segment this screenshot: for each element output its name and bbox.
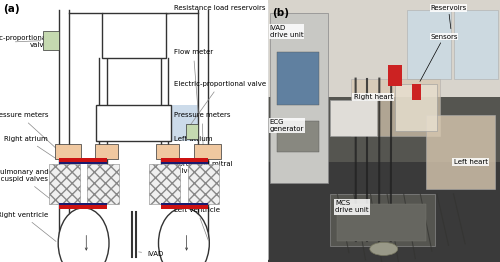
Bar xyxy=(60,162,106,164)
Text: Electric-proportional valve: Electric-proportional valve xyxy=(174,81,266,129)
Bar xyxy=(407,10,451,79)
Bar xyxy=(268,0,500,100)
Bar xyxy=(277,52,318,105)
Text: Pressure meters: Pressure meters xyxy=(0,112,58,149)
Bar xyxy=(337,204,426,241)
Text: MCS
drive unit: MCS drive unit xyxy=(335,200,368,214)
Text: Left heart: Left heart xyxy=(454,160,488,165)
Ellipse shape xyxy=(158,208,210,262)
Text: Left ventricle: Left ventricle xyxy=(174,207,220,241)
Text: iVAD: iVAD xyxy=(138,251,164,257)
Text: Pulmonary and
tricuspid valves: Pulmonary and tricuspid valves xyxy=(0,169,57,204)
Bar xyxy=(55,144,82,159)
Text: Sensors: Sensors xyxy=(420,34,458,81)
Text: (b): (b) xyxy=(272,8,289,18)
Bar xyxy=(396,84,437,131)
Bar xyxy=(60,203,106,205)
Bar xyxy=(270,13,328,183)
Bar xyxy=(351,79,440,136)
Bar xyxy=(277,121,318,152)
Text: Right ventricle: Right ventricle xyxy=(0,212,56,241)
Bar xyxy=(161,203,208,205)
Text: Left atrium: Left atrium xyxy=(174,136,212,159)
Bar xyxy=(44,31,60,50)
Bar xyxy=(156,144,179,159)
Bar xyxy=(161,162,208,164)
Text: Pressure meters: Pressure meters xyxy=(174,112,231,149)
Bar xyxy=(96,105,171,141)
Text: Reservoirs: Reservoirs xyxy=(430,5,467,29)
Text: Right heart: Right heart xyxy=(354,94,393,100)
Text: Right atrium: Right atrium xyxy=(4,136,57,159)
Bar xyxy=(454,10,498,79)
Bar xyxy=(330,100,377,136)
Text: Electric-proportional
valve: Electric-proportional valve xyxy=(0,35,48,48)
Bar xyxy=(102,13,166,58)
Bar xyxy=(88,164,118,204)
Bar xyxy=(95,144,118,159)
Ellipse shape xyxy=(370,242,398,255)
Bar xyxy=(268,97,500,162)
Text: iVAD
drive unit: iVAD drive unit xyxy=(270,25,304,38)
Ellipse shape xyxy=(58,208,109,262)
Text: (a): (a) xyxy=(2,4,20,14)
Bar xyxy=(149,164,180,204)
Bar xyxy=(171,105,198,141)
Bar xyxy=(60,158,106,164)
Bar xyxy=(388,66,402,86)
Text: Resistance load reservoirs: Resistance load reservoirs xyxy=(143,5,266,17)
Bar xyxy=(60,203,106,209)
Bar xyxy=(412,84,421,100)
Bar xyxy=(426,115,496,189)
Bar xyxy=(48,164,80,204)
Bar xyxy=(330,194,435,246)
Text: Flow meter: Flow meter xyxy=(174,50,213,113)
Text: ECG
generator: ECG generator xyxy=(270,119,304,132)
Bar xyxy=(186,124,198,139)
Bar xyxy=(194,144,220,159)
Bar xyxy=(161,158,208,164)
Bar xyxy=(188,164,219,204)
Bar xyxy=(161,203,208,209)
Text: Aortic and mitral
valves: Aortic and mitral valves xyxy=(174,161,233,203)
